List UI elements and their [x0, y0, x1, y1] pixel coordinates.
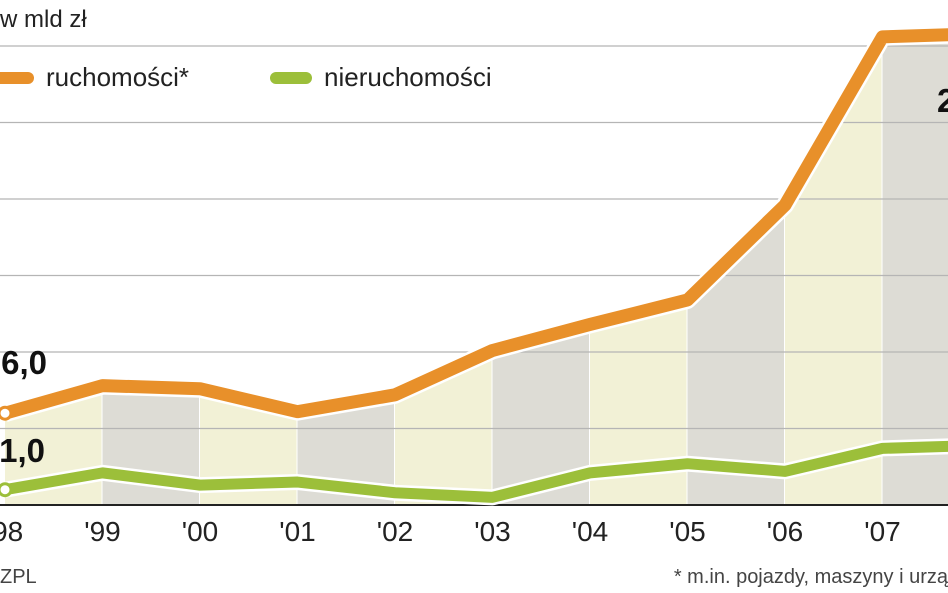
x-tick-label: '05 [669, 516, 706, 547]
start-markers [0, 405, 13, 498]
legend-label-nieruchomosci: nieruchomości [324, 62, 492, 92]
x-tick-label: '02 [377, 516, 414, 547]
legend-label-ruchomosci: ruchomości* [46, 62, 190, 92]
year-band [590, 299, 688, 505]
legend-swatch-nieruchomosci [270, 71, 312, 84]
source-label: ZPL [0, 566, 37, 588]
year-band [882, 34, 948, 505]
x-tick-label: '01 [279, 516, 316, 547]
year-band [492, 324, 590, 505]
x-tick-label: '03 [474, 516, 511, 547]
x-tick-labels: '98 '99 '00 '01 '02 '03 '04 '05 '06 '07 [0, 516, 901, 547]
x-tick-label: '07 [864, 516, 901, 547]
series-start-marker [0, 405, 13, 421]
legend-item-ruchomosci: ruchomości* [0, 62, 189, 93]
series-lines [2, 25, 948, 506]
series-line [4, 440, 948, 503]
legend-swatch-ruchomosci [0, 71, 34, 84]
series-line [3, 28, 948, 420]
x-tick-label: '06 [767, 516, 804, 547]
x-tick-label: '00 [182, 516, 219, 547]
year-bands [5, 34, 948, 505]
value-label: 1,0 [0, 432, 45, 469]
footnote: * m.in. pojazdy, maszyny i urzą [673, 566, 948, 588]
value-labels: 6,0 1,0 2 [0, 82, 948, 469]
year-band [785, 36, 883, 505]
legend-item-nieruchomosci: nieruchomości [270, 62, 492, 93]
unit-label: w mld zł [0, 6, 87, 33]
value-label: 6,0 [1, 344, 47, 381]
series-start-marker [0, 482, 13, 498]
x-tick-label: '99 [84, 516, 121, 547]
x-tick-label: '98 [0, 516, 23, 547]
value-label: 2 [937, 82, 948, 119]
x-tick-label: '04 [572, 516, 609, 547]
